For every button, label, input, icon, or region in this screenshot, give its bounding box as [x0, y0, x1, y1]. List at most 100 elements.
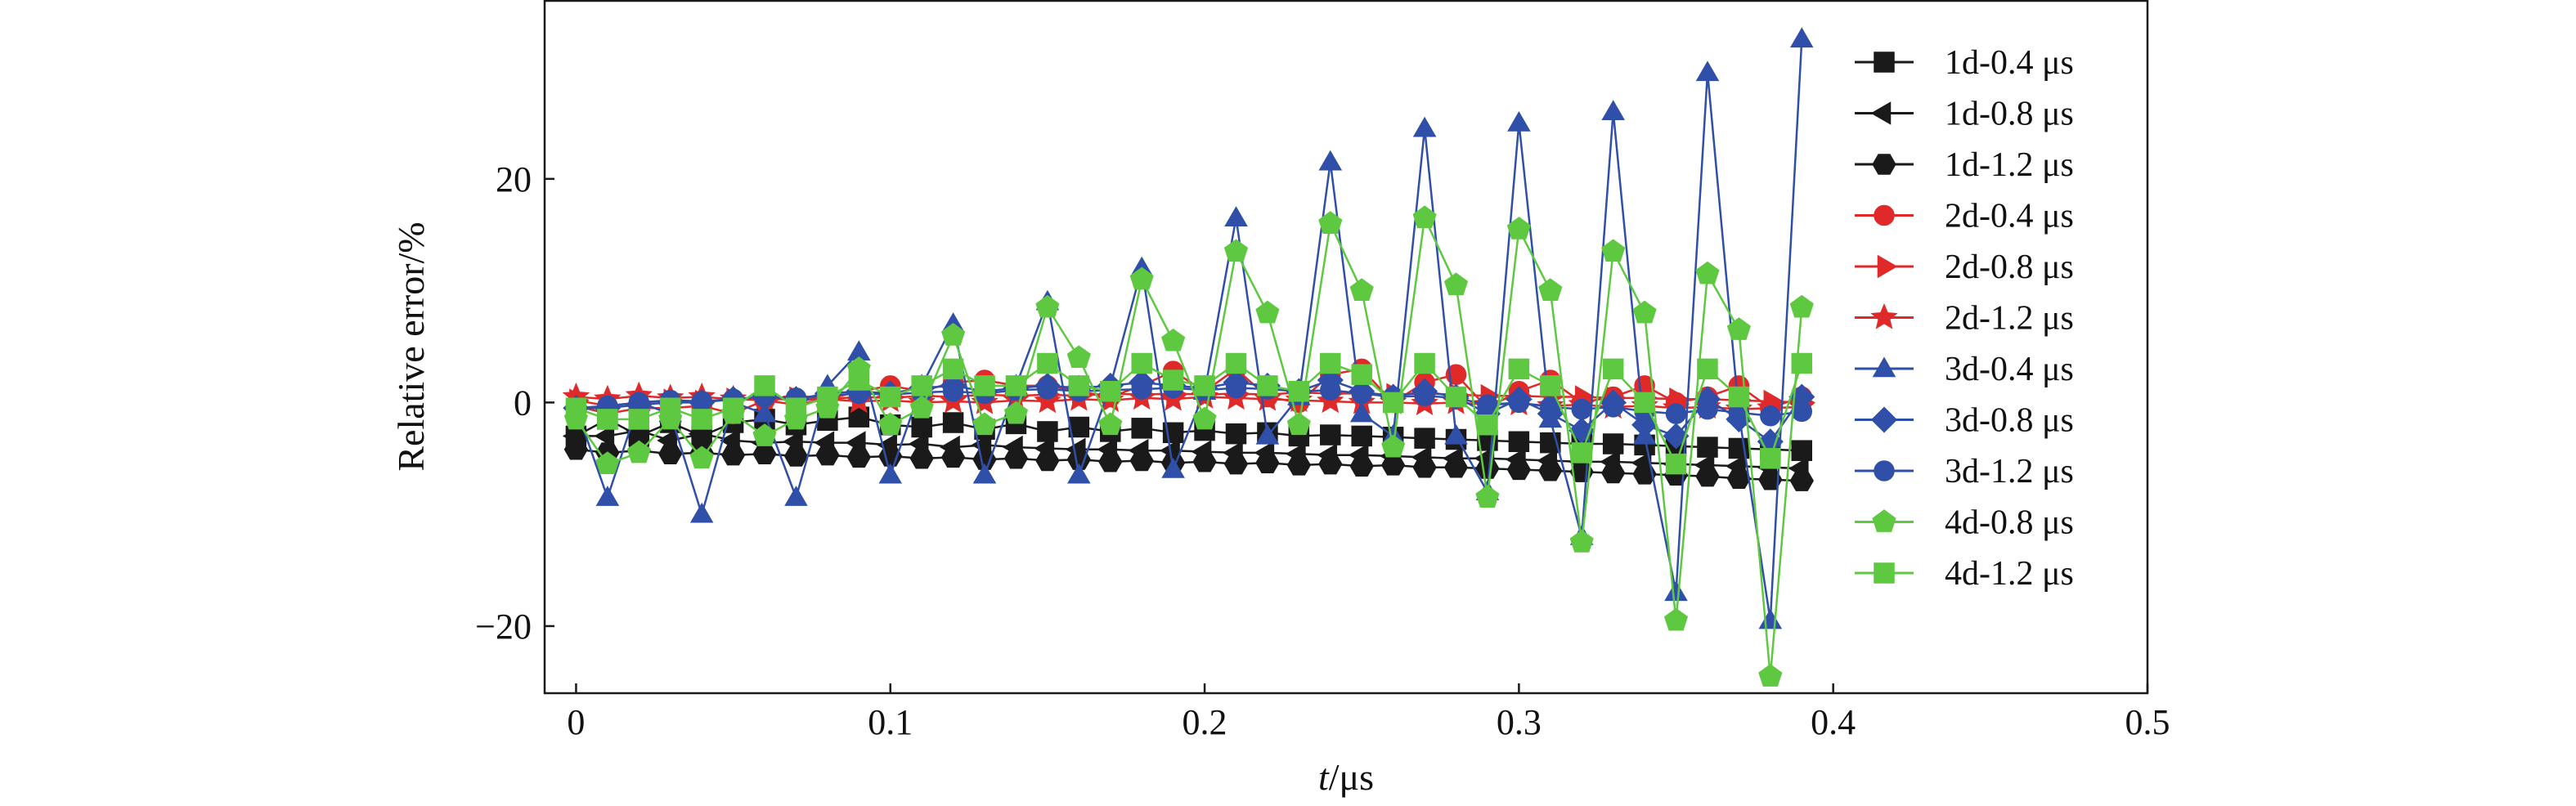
data-point — [595, 486, 620, 506]
data-point — [597, 409, 618, 430]
data-point — [1318, 453, 1343, 475]
data-point — [1695, 60, 1720, 82]
data-point — [689, 446, 714, 469]
data-point — [1381, 434, 1406, 458]
x-axis-label-variable: t — [1318, 756, 1330, 798]
data-point — [594, 424, 615, 448]
data-point — [1131, 378, 1152, 400]
data-point — [1161, 328, 1186, 352]
data-point — [785, 397, 807, 419]
series-line — [576, 429, 1802, 470]
axes: 0 0.1 0.2 0.3 0.4 0.5 −20 0 20 — [475, 159, 2170, 742]
legend-label: 3d-0.8 μs — [1945, 402, 2074, 440]
legend-entry: 1d-1.2 μs — [1855, 146, 2074, 184]
data-point — [1602, 433, 1624, 454]
data-point — [752, 443, 777, 465]
data-point — [1318, 150, 1343, 171]
legend-label: 1d-1.2 μs — [1945, 146, 2074, 184]
data-point — [1351, 425, 1372, 447]
data-point — [1005, 375, 1027, 396]
data-point — [1789, 294, 1814, 318]
data-point — [1192, 406, 1217, 430]
data-point — [1663, 423, 1690, 450]
data-point — [1320, 352, 1341, 374]
data-point — [1098, 412, 1123, 436]
data-point — [1664, 580, 1688, 602]
data-point — [784, 486, 808, 506]
data-point — [1538, 460, 1563, 481]
data-point — [817, 386, 838, 408]
data-point — [1663, 607, 1689, 631]
data-point — [1697, 437, 1718, 458]
data-point — [1726, 317, 1751, 340]
data-point — [1194, 375, 1215, 396]
data-point — [1758, 664, 1783, 687]
data-point — [628, 409, 650, 430]
data-point — [1225, 352, 1247, 374]
data-point — [1569, 530, 1594, 553]
data-point — [942, 380, 964, 402]
data-point — [1477, 414, 1498, 436]
data-point — [563, 439, 589, 460]
legend-entry: 2d-0.8 μs — [1855, 249, 2074, 286]
legend-marker — [1870, 302, 1898, 329]
data-point — [1728, 386, 1750, 408]
legend-entry: 3d-1.2 μs — [1855, 453, 2074, 490]
data-point — [1634, 392, 1655, 414]
data-point — [1414, 352, 1435, 374]
data-point — [1507, 111, 1531, 132]
data-point — [1697, 398, 1718, 420]
plot-frame — [543, 0, 2149, 695]
legend-label: 1d-0.8 μs — [1945, 96, 2074, 133]
data-point — [1601, 462, 1626, 484]
legend-label: 1d-0.4 μs — [1945, 44, 2074, 82]
y-tick-label: −20 — [475, 607, 532, 647]
legend-marker — [1874, 460, 1895, 481]
data-point — [1791, 401, 1813, 423]
data-point — [754, 375, 775, 396]
data-point — [1728, 437, 1750, 459]
data-point — [1034, 387, 1061, 414]
data-point — [1697, 358, 1718, 380]
data-point — [1067, 463, 1091, 484]
data-point — [1320, 424, 1341, 446]
data-point — [1003, 401, 1029, 424]
data-point — [846, 446, 871, 468]
legend-entry: 1d-0.4 μs — [1855, 44, 2074, 82]
data-point — [1255, 423, 1280, 445]
data-point — [1632, 300, 1657, 324]
data-point — [1508, 392, 1530, 414]
legend-marker — [1874, 204, 1895, 226]
legend-marker — [1872, 356, 1896, 378]
legend-entry: 2d-0.4 μs — [1855, 198, 2074, 235]
data-point — [972, 412, 997, 436]
data-point — [1506, 459, 1532, 481]
data-point — [942, 358, 964, 380]
data-point — [878, 446, 903, 467]
data-point — [1602, 358, 1624, 380]
legend-label: 3d-0.4 μs — [1945, 351, 2074, 388]
data-point — [1695, 465, 1720, 487]
legend-marker — [1874, 562, 1895, 584]
data-point — [1223, 453, 1249, 475]
legend-entry: 1d-0.8 μs — [1855, 96, 2074, 133]
x-tick-label: 0 — [567, 702, 585, 742]
data-point — [909, 448, 934, 469]
legend-entry: 2d-1.2 μs — [1855, 300, 2074, 338]
x-tick-label: 0.3 — [1497, 702, 1542, 742]
legend-marker — [1872, 154, 1896, 175]
data-point — [1412, 116, 1437, 137]
legend-entry: 4d-1.2 μs — [1855, 555, 2074, 593]
data-point — [941, 322, 966, 346]
x-tick-label: 0.1 — [868, 702, 913, 742]
data-point — [691, 409, 712, 430]
legend-entry: 3d-0.4 μs — [1855, 351, 2074, 388]
data-point — [878, 412, 903, 436]
data-point — [1098, 451, 1123, 472]
data-point — [1571, 442, 1592, 463]
data-point — [658, 443, 683, 465]
data-point — [1068, 375, 1090, 396]
series-line — [575, 214, 1803, 677]
data-point — [1131, 352, 1152, 374]
legend: 1d-0.4 μs 1d-0.8 μs 1d-1.2 μs 2d-0.4 μs 2d-0… — [1855, 44, 2074, 593]
